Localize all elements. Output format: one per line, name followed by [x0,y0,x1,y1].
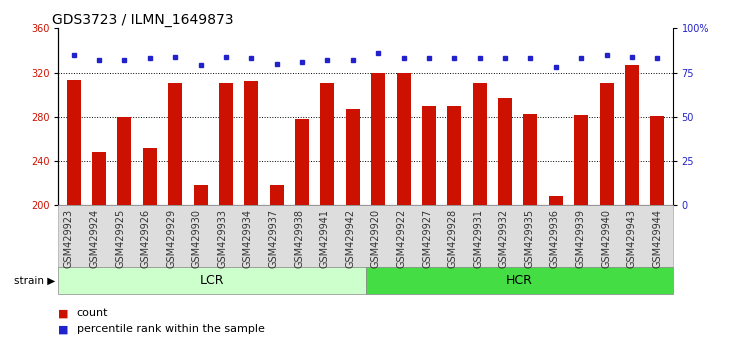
Bar [244,81,258,205]
Bar [447,106,461,205]
Bar [371,73,385,205]
Text: ■: ■ [58,324,69,334]
Text: GSM429931: GSM429931 [473,209,483,268]
Bar [549,196,563,205]
Text: GSM429936: GSM429936 [550,209,560,268]
Bar [219,82,233,205]
Bar [498,98,512,205]
Text: GSM429935: GSM429935 [524,209,534,268]
Text: GSM429941: GSM429941 [319,209,330,268]
Bar [599,82,613,205]
Bar [651,116,664,205]
Bar [346,109,360,205]
Text: GSM429939: GSM429939 [575,209,586,268]
Text: GSM429929: GSM429929 [166,209,176,268]
Text: GSM429944: GSM429944 [652,209,662,268]
Text: GSM429934: GSM429934 [243,209,253,268]
Text: GSM429928: GSM429928 [447,209,458,268]
Text: GSM429943: GSM429943 [626,209,637,268]
Text: HCR: HCR [506,274,532,287]
Text: GSM429942: GSM429942 [345,209,355,268]
Bar [523,114,537,205]
Bar [67,80,80,205]
Bar [422,106,436,205]
Text: count: count [77,308,108,318]
Text: GSM429920: GSM429920 [371,209,381,268]
Text: GSM429924: GSM429924 [89,209,99,268]
Text: GSM429940: GSM429940 [601,209,611,268]
Text: GSM429930: GSM429930 [192,209,202,268]
Text: GSM429938: GSM429938 [294,209,304,268]
Bar [320,82,334,205]
Bar [92,152,106,205]
Bar [473,82,487,205]
Bar [270,185,284,205]
Bar [397,73,411,205]
Bar [143,148,157,205]
Bar [574,115,588,205]
Bar [194,185,208,205]
Text: GSM429932: GSM429932 [499,209,509,268]
Bar [295,119,309,205]
Text: GSM429933: GSM429933 [217,209,227,268]
Text: GSM429923: GSM429923 [64,209,74,268]
Bar [625,65,639,205]
Text: LCR: LCR [200,274,224,287]
Text: GSM429927: GSM429927 [422,209,432,268]
Bar [168,82,182,205]
Text: GDS3723 / ILMN_1649873: GDS3723 / ILMN_1649873 [53,13,234,27]
Text: GSM429922: GSM429922 [396,209,406,268]
Text: strain ▶: strain ▶ [14,275,55,286]
Text: GSM429937: GSM429937 [268,209,279,268]
Text: percentile rank within the sample: percentile rank within the sample [77,324,265,334]
Text: GSM429925: GSM429925 [115,209,125,268]
Text: ■: ■ [58,308,69,318]
Text: GSM429926: GSM429926 [140,209,151,268]
Bar [118,117,132,205]
